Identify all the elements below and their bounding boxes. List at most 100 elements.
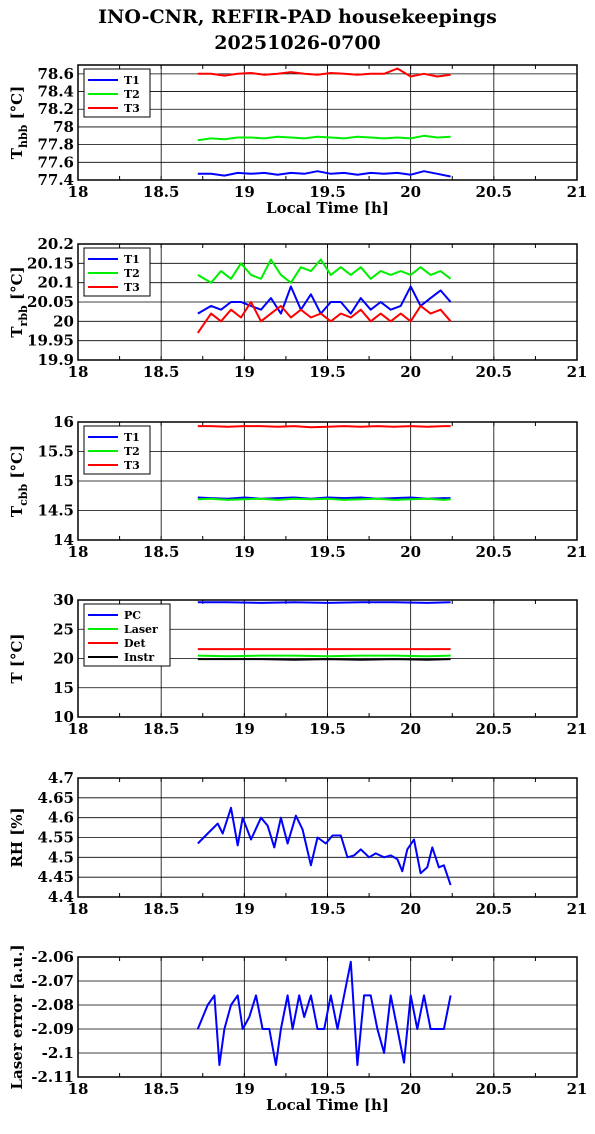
x-tick-label: 19.5: [309, 543, 346, 561]
x-tick-label: 18.5: [143, 900, 180, 918]
chart-title: INO-CNR, REFIR-PAD housekeepings: [98, 6, 497, 28]
x-tick-label: 20: [400, 1080, 421, 1098]
x-tick-label: 20: [400, 720, 421, 738]
x-tick-label: 19: [234, 1080, 255, 1098]
series-line-rh: [197, 806, 452, 886]
x-tick-label: 21: [567, 363, 588, 381]
x-tick-label: 19.5: [309, 720, 346, 738]
panel-rbb: 18 18.5 19 19.5 20 20.5 2119.919.952020.0520.1…: [8, 235, 587, 381]
y-tick-label: 78.6: [37, 65, 74, 83]
y-axis-label: RH [%]: [8, 807, 26, 867]
x-tick-label: 21: [567, 543, 588, 561]
panel-temps: 18 18.5 19 19.5 20 20.5 21 10 15 20 25 30 T [°C] PCLa…: [8, 591, 587, 738]
series-line-T2: [197, 258, 452, 284]
series-line-T1: [197, 170, 451, 178]
panel-rh: 18 18.5 19 19.5 20 20.5 21 4.4 4.45 4.54.55 4.6 4.6…: [8, 769, 587, 918]
y-axis-label: Thbb [°C]: [8, 86, 30, 159]
y-tick-label: 14.5: [37, 502, 74, 520]
legend-label: T1: [124, 74, 140, 87]
series-line-laser: [196, 960, 452, 1066]
y-tick-label: 19.9: [37, 351, 74, 369]
chart-subtitle-date: 20251026-0700: [214, 32, 381, 54]
y-tick-label: 20: [53, 312, 74, 330]
series-line-PC: [197, 601, 451, 604]
y-tick-label: 15: [53, 679, 74, 697]
x-tick-label: 19: [234, 363, 255, 381]
y-axis-label: T [°C]: [8, 633, 26, 683]
y-tick-label: 78.2: [37, 100, 74, 118]
x-tick-label: 19.5: [309, 183, 346, 201]
y-tick-label: 15.5: [37, 443, 74, 461]
x-tick-label: 18.5: [143, 1080, 180, 1098]
x-tick-label: 20.5: [476, 183, 513, 201]
y-tick-label: 10: [53, 708, 74, 726]
x-tick-label: 19: [234, 183, 255, 201]
y-tick-label: -2.08: [31, 996, 74, 1014]
y-tick-label: 16: [53, 413, 74, 431]
panel-laser: 18 18.5 19 19.5 20 20.5 21 -2.11 -2.1 -2.09 -2.08 -…: [8, 944, 587, 1114]
series-line-T1: [197, 496, 451, 500]
y-axis-label: Laser error [a.u.]: [8, 944, 26, 1089]
y-tick-label: 14: [53, 531, 74, 549]
series-line-T2: [197, 497, 451, 501]
x-tick-label: 19.5: [309, 363, 346, 381]
x-tick-label: 21: [567, 1080, 588, 1098]
y-tick-label: 25: [53, 620, 74, 638]
x-tick-label: 20.5: [476, 1080, 513, 1098]
y-axis-label: Tcbb [°C]: [8, 445, 30, 517]
x-tick-label: 19: [234, 900, 255, 918]
x-tick-label: 18: [68, 363, 89, 381]
y-tick-label: 20.1: [37, 274, 74, 292]
y-tick-label: 15: [53, 472, 74, 490]
x-tick-label: 20.5: [476, 363, 513, 381]
legend-label: Instr: [124, 651, 154, 664]
y-tick-label: 4.7: [48, 769, 74, 787]
y-tick-label: 20.2: [37, 235, 74, 253]
x-tick-label: 18: [68, 543, 89, 561]
y-tick-label: -2.07: [31, 972, 74, 990]
x-tick-label: 18: [68, 183, 89, 201]
series-line-T1: [197, 285, 452, 315]
y-tick-label: -2.06: [31, 948, 74, 966]
x-axis-label: Local Time [h]: [266, 199, 389, 217]
legend-label: PC: [124, 609, 141, 622]
legend-label: Det: [124, 637, 147, 650]
y-tick-label: 77.6: [37, 153, 74, 171]
x-tick-label: 20.5: [476, 900, 513, 918]
y-tick-label: 4.65: [37, 789, 74, 807]
series-line-T3: [197, 425, 451, 429]
x-tick-label: 20: [400, 183, 421, 201]
x-axis-label: Local Time [h]: [266, 1096, 389, 1114]
y-tick-label: 78: [53, 118, 74, 136]
legend-label: T3: [124, 102, 140, 115]
y-tick-label: 20: [53, 650, 74, 668]
x-tick-label: 18: [68, 900, 89, 918]
y-tick-label: 4.5: [48, 848, 74, 866]
y-tick-label: 20.05: [27, 293, 74, 311]
legend-label: T2: [124, 267, 140, 280]
x-tick-label: 18.5: [143, 363, 180, 381]
x-tick-label: 18.5: [143, 720, 180, 738]
y-tick-label: 30: [53, 591, 74, 609]
y-tick-label: 4.4: [48, 888, 74, 906]
y-tick-label: 19.95: [27, 332, 74, 350]
y-tick-label: 77.8: [37, 136, 74, 154]
x-tick-label: 21: [567, 900, 588, 918]
y-tick-label: -2.09: [31, 1020, 74, 1038]
panel-cbb: 18 18.5 19 19.5 20 20.5 21 14 14.5 15 15.5 16 Tcbb […: [8, 413, 587, 561]
panel-hbb: 18 18.5 19 19.5 20 20.5 2177.477.677.87878.278…: [8, 64, 587, 217]
legend-label: T3: [124, 459, 140, 472]
series-line-Laser: [197, 654, 451, 658]
legend-label: T1: [124, 431, 140, 444]
y-axis-label: Trbb [°C]: [8, 266, 30, 337]
x-tick-label: 19: [234, 720, 255, 738]
x-tick-label: 20.5: [476, 720, 513, 738]
legend-label: Laser: [124, 623, 158, 636]
series-line-Instr: [197, 658, 451, 661]
y-tick-label: 20.15: [27, 254, 74, 272]
legend-label: T2: [124, 88, 140, 101]
